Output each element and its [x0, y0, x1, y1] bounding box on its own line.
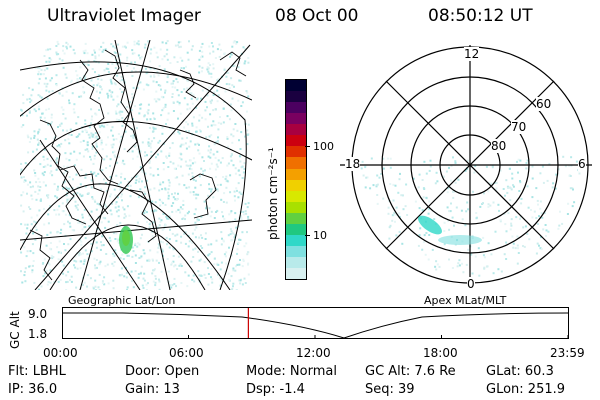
colorbar-swatch	[286, 212, 306, 224]
geo-grid	[20, 40, 252, 290]
colorbar-label: photon cm⁻²s⁻¹	[266, 147, 280, 240]
status-gc-alt: GC Alt: 7.6 Re	[365, 364, 456, 379]
colorbar-tick-10: 10	[313, 229, 327, 242]
colorbar-swatch	[286, 234, 306, 246]
timeline-ticks	[62, 335, 569, 339]
status-seq: Seq: 39	[365, 382, 415, 397]
timeline-xtick-0000: 00:00	[43, 346, 78, 360]
status-gain: Gain: 13	[125, 382, 180, 397]
mlt-line-diag2	[385, 80, 555, 250]
geo-emission	[119, 226, 133, 254]
geo-panel-label: Geographic Lat/Lon	[68, 294, 176, 307]
timeline-xtick-1200: 12:00	[296, 346, 331, 360]
lat-label-70: 70	[511, 120, 527, 134]
geographic-map	[20, 40, 252, 290]
mlt-label-6: 6	[578, 157, 586, 171]
colorbar-swatch	[286, 168, 306, 180]
apex-polar-plot	[340, 45, 592, 290]
status-dsp: Dsp: -1.4	[246, 382, 305, 397]
colorbar-tick-10-mark	[305, 235, 310, 236]
colorbar-swatch	[286, 113, 306, 125]
apex-emission	[418, 215, 482, 245]
status-glon: GLon: 251.9	[486, 382, 566, 397]
timeline-xtick-2359: 23:59	[550, 346, 585, 360]
status-mode: Mode: Normal	[246, 364, 337, 379]
colorbar-swatch	[286, 223, 306, 235]
colorbar-swatch	[286, 190, 306, 202]
colorbar-swatch	[286, 257, 306, 269]
colorbar-tick-100-mark	[305, 146, 310, 147]
status-door: Door: Open	[125, 364, 200, 379]
instrument-title: Ultraviolet Imager	[47, 6, 201, 26]
timeline-axis-label: GC Alt	[8, 311, 22, 349]
timeline-xtick-0600: 06:00	[169, 346, 204, 360]
colorbar-swatch	[286, 124, 306, 136]
colorbar-tick-100: 100	[313, 140, 334, 153]
colorbar-swatch	[286, 146, 306, 158]
mlt-label-12: 12	[464, 47, 480, 61]
lat-label-80: 80	[491, 139, 507, 153]
geo-speckle	[20, 40, 250, 290]
mlt-label-0: 0	[467, 277, 475, 291]
colorbar	[285, 79, 307, 280]
colorbar-swatch	[286, 135, 306, 147]
colorbar-swatch	[286, 245, 306, 257]
coastlines	[29, 49, 247, 281]
mlt-label-18: 18	[345, 157, 361, 171]
timeline-plot	[62, 307, 570, 339]
colorbar-swatch	[286, 268, 306, 280]
colorbar-swatch	[286, 91, 306, 103]
date-label: 08 Oct 00	[275, 6, 359, 26]
lat-label-60: 60	[536, 97, 552, 111]
status-glat: GLat: 60.3	[486, 364, 554, 379]
apex-speckle	[360, 155, 581, 277]
timeline-ytick-bottom: 1.8	[28, 327, 48, 341]
status-filter: Flt: LBHL	[8, 364, 66, 379]
apex-panel-label: Apex MLat/MLT	[424, 294, 507, 307]
timeline-ytick-top: 9.0	[28, 307, 48, 321]
colorbar-swatch	[286, 80, 306, 92]
apex-grid	[340, 45, 592, 290]
colorbar-swatch	[286, 157, 306, 169]
gc-altitude-curve	[62, 312, 570, 339]
status-ip: IP: 36.0	[8, 382, 58, 397]
colorbar-swatch	[286, 102, 306, 114]
colorbar-swatch	[286, 201, 306, 213]
time-label: 08:50:12 UT	[428, 6, 533, 26]
timeline-xtick-1800: 18:00	[423, 346, 458, 360]
colorbar-swatch	[286, 179, 306, 191]
